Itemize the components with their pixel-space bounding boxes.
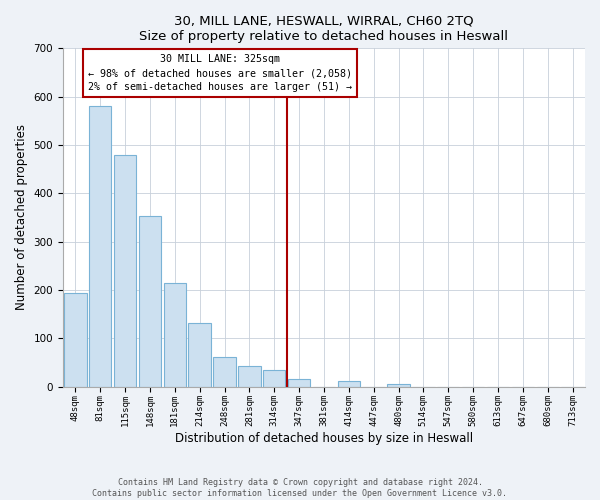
Bar [338, 381, 360, 386]
X-axis label: Distribution of detached houses by size in Heswall: Distribution of detached houses by size … [175, 432, 473, 445]
Bar [288, 379, 310, 386]
Bar [238, 366, 260, 386]
Bar [188, 323, 211, 386]
Bar [64, 294, 86, 386]
Text: 30 MILL LANE: 325sqm
← 98% of detached houses are smaller (2,058)
2% of semi-det: 30 MILL LANE: 325sqm ← 98% of detached h… [88, 54, 352, 92]
Bar [114, 154, 136, 386]
Bar [214, 356, 236, 386]
Bar [139, 216, 161, 386]
Bar [164, 282, 186, 387]
Text: Contains HM Land Registry data © Crown copyright and database right 2024.
Contai: Contains HM Land Registry data © Crown c… [92, 478, 508, 498]
Title: 30, MILL LANE, HESWALL, WIRRAL, CH60 2TQ
Size of property relative to detached h: 30, MILL LANE, HESWALL, WIRRAL, CH60 2TQ… [139, 15, 508, 43]
Bar [89, 106, 112, 386]
Bar [388, 384, 410, 386]
Y-axis label: Number of detached properties: Number of detached properties [15, 124, 28, 310]
Bar [263, 370, 286, 386]
